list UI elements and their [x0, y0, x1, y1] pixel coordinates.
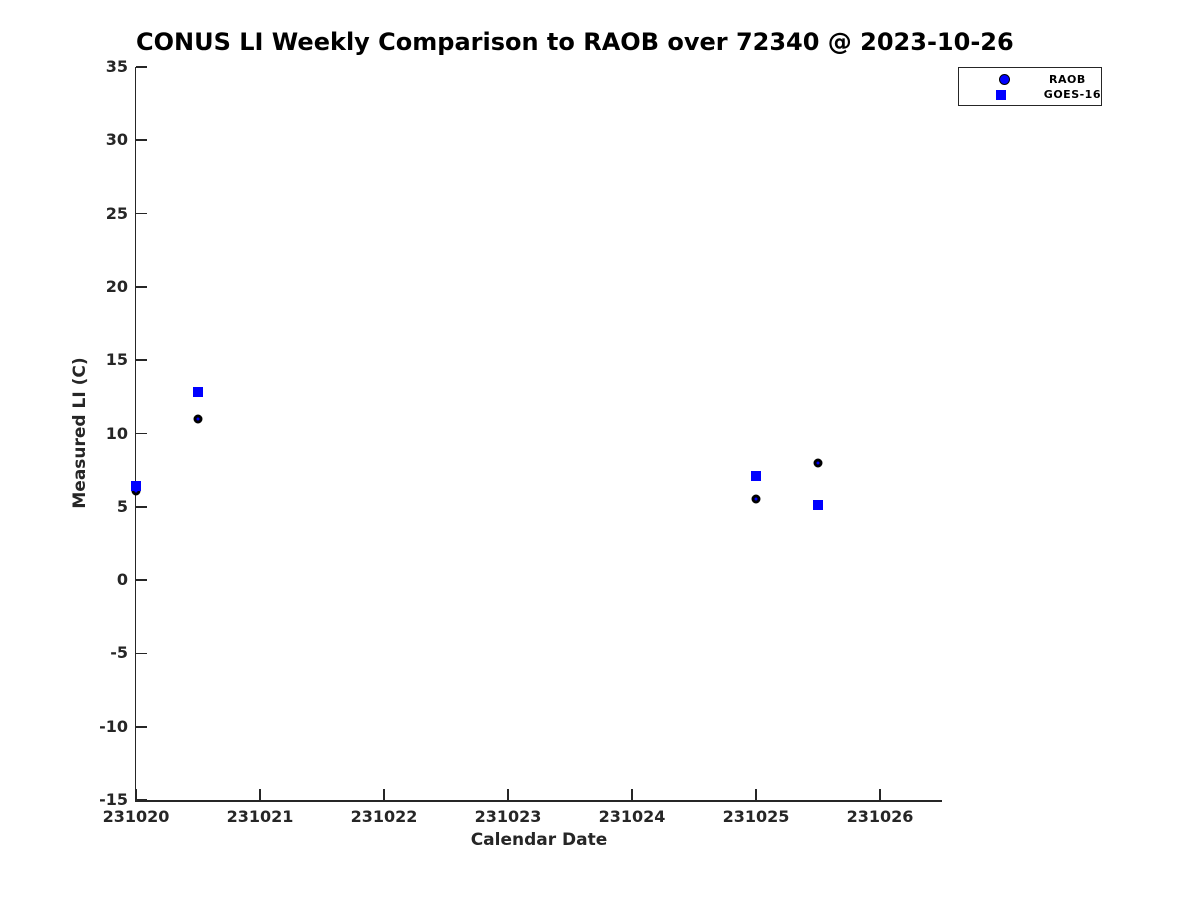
y-tick-mark [136, 66, 147, 68]
x-tick-label: 231025 [722, 807, 790, 826]
x-tick-label: 231022 [350, 807, 418, 826]
data-point-raob [193, 414, 203, 424]
x-tick-mark [631, 789, 633, 800]
y-tick-label: 30 [105, 130, 128, 150]
y-tick-label: 10 [105, 423, 128, 443]
data-point-goes-16 [131, 481, 141, 492]
y-tick-mark [136, 799, 147, 801]
y-tick-label: -10 [99, 716, 128, 736]
y-axis-spine [134, 67, 136, 802]
y-tick-label: -5 [110, 643, 128, 663]
legend: RAOB GOES-16 [958, 67, 1102, 106]
x-tick-mark [755, 789, 757, 800]
y-tick-label: -15 [99, 790, 128, 809]
y-tick-label: 35 [105, 57, 128, 76]
chart-title: CONUS LI Weekly Comparison to RAOB over … [136, 28, 1014, 56]
y-tick-label: 5 [116, 496, 128, 516]
data-point-raob [813, 458, 823, 468]
x-tick-label: 231023 [474, 807, 542, 826]
y-tick-mark [136, 359, 147, 362]
x-axis-label: Calendar Date [470, 830, 608, 850]
goes-16-marker-icon [996, 89, 1007, 100]
raob-marker-icon [998, 74, 1010, 85]
data-point-raob [751, 494, 761, 504]
x-axis-spine [134, 800, 942, 802]
x-tick-mark [507, 789, 509, 800]
x-tick-label: 231020 [102, 807, 170, 826]
x-tick-mark [259, 789, 261, 800]
y-tick-mark [136, 212, 147, 215]
y-tick-mark [136, 579, 147, 581]
data-point-goes-16 [813, 500, 823, 511]
y-tick-mark [136, 139, 147, 142]
y-tick-mark [136, 725, 147, 728]
legend-item-goes-16: GOES-16 [959, 87, 1101, 102]
x-tick-mark [879, 789, 881, 800]
x-tick-mark [383, 789, 385, 800]
x-tick-label: 231024 [598, 807, 666, 826]
y-tick-label: 25 [105, 203, 128, 223]
y-tick-label: 15 [105, 350, 128, 370]
plot-area: 231020 231021 231022 231023 231024 231025 2310… [99, 57, 942, 826]
data-point-goes-16 [751, 471, 761, 481]
y-tick-mark [136, 652, 147, 655]
legend-marker-cell [959, 89, 1044, 100]
legend-item-raob: RAOB [959, 72, 1101, 87]
legend-label-raob: RAOB [1049, 73, 1086, 86]
x-tick-mark [135, 789, 137, 800]
y-tick-label: 20 [105, 276, 128, 296]
data-point-goes-16 [193, 387, 203, 398]
y-tick-label: 0 [116, 570, 128, 590]
legend-marker-cell [959, 74, 1049, 85]
legend-label-goes-16: GOES-16 [1043, 88, 1101, 101]
x-tick-label: 231026 [846, 807, 914, 826]
y-tick-mark [136, 286, 147, 288]
y-tick-mark [136, 505, 147, 508]
x-tick-label: 231021 [226, 807, 294, 826]
y-tick-mark [136, 432, 147, 435]
